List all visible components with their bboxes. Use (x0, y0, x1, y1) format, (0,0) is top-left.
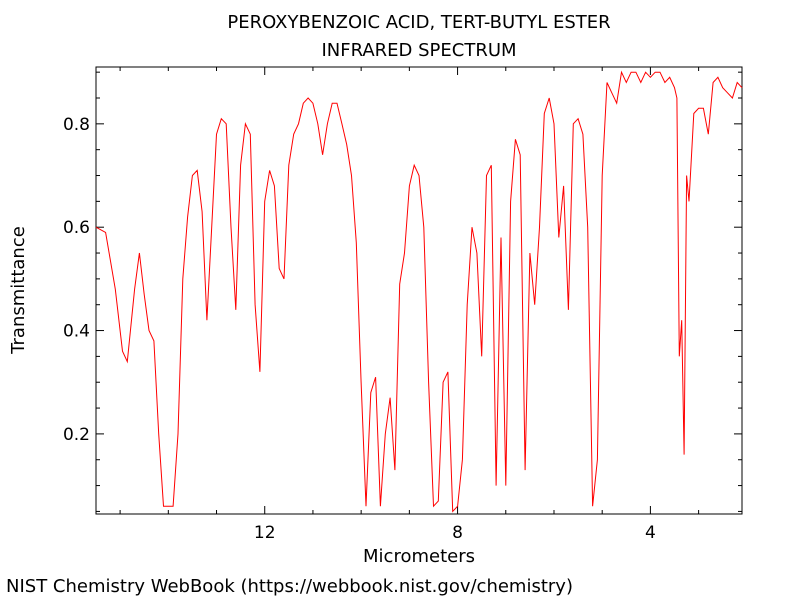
plot-frame (95, 66, 743, 515)
y-tick-label: 0.2 (63, 425, 90, 445)
chart-title: PEROXYBENZOIC ACID, TERT-BUTYL ESTER (227, 12, 610, 33)
axis-ticks (96, 67, 742, 514)
chart-subtitle: INFRARED SPECTRUM (321, 40, 516, 61)
source-credit: NIST Chemistry WebBook (https://webbook.… (6, 576, 573, 597)
axis-tick-labels: 12 8 4 0.2 0.4 0.6 0.8 (63, 115, 656, 543)
y-tick-label: 0.6 (63, 218, 90, 238)
y-tick-label: 0.8 (63, 115, 90, 135)
x-axis-title: Micrometers (363, 546, 475, 567)
y-axis-title: Transmittance (8, 226, 29, 355)
y-tick-label: 0.4 (63, 322, 90, 342)
x-tick-label: 8 (452, 523, 463, 543)
x-tick-label: 12 (254, 523, 276, 543)
x-tick-label: 4 (645, 523, 656, 543)
spectrum-line (95, 70, 743, 513)
